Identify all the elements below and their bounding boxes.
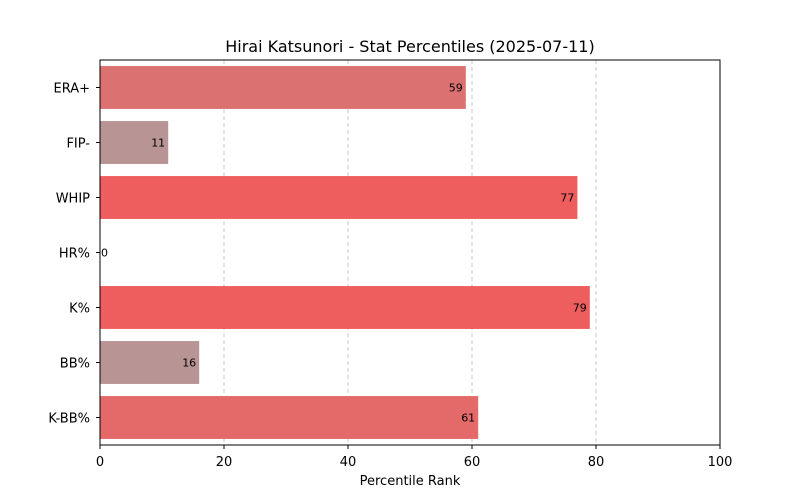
x-axis-label: Percentile Rank [360, 474, 461, 489]
bar-k-bb- [100, 396, 479, 439]
y-tick-label: WHIP [56, 192, 90, 207]
x-tick-label: 0 [96, 455, 104, 470]
x-tick-label: 40 [340, 455, 357, 470]
y-tick-label: FIP- [66, 137, 90, 152]
bar-era- [100, 66, 466, 109]
plot-frame [99, 59, 721, 446]
x-tick-label: 60 [464, 455, 481, 470]
y-tick-label: BB% [60, 357, 90, 372]
bar-value-label: 61 [461, 412, 475, 425]
bar-value-label: 0 [101, 247, 108, 260]
bar-value-label: 59 [449, 82, 463, 95]
x-tick-label: 80 [588, 455, 605, 470]
bar-value-label: 11 [151, 137, 165, 150]
y-axis-ticks: ERA+ FIP- WHIP HR% K% BB% K-BB% [48, 82, 100, 427]
x-tick-label: 20 [216, 455, 233, 470]
y-tick-label: K% [69, 302, 90, 317]
bar-bb- [100, 341, 200, 384]
bar-value-label: 16 [182, 357, 196, 370]
bar-value-label: 77 [560, 192, 574, 205]
y-tick-label: ERA+ [53, 82, 90, 97]
y-tick-label: HR% [59, 247, 90, 262]
bar-whip [100, 176, 578, 219]
bar-k- [100, 286, 590, 329]
y-tick-label: K-BB% [48, 412, 90, 427]
bar-value-label: 79 [573, 302, 587, 315]
x-axis-ticks: 0 20 40 60 80 100 [96, 445, 733, 470]
grid-lines [223, 60, 597, 445]
chart-title: Hirai Katsunori - Stat Percentiles (2025… [225, 37, 594, 56]
x-tick-label: 100 [708, 455, 733, 470]
bars: 59 11 77 0 79 16 61 [100, 66, 590, 439]
bar-fip- [100, 121, 169, 164]
